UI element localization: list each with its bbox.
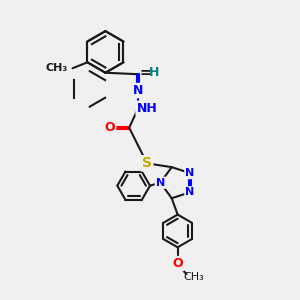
Text: O: O xyxy=(105,121,115,134)
Text: N: N xyxy=(185,187,195,197)
Text: NH: NH xyxy=(137,102,158,115)
Text: CH₃: CH₃ xyxy=(46,63,68,73)
Text: N: N xyxy=(133,84,143,97)
Text: H: H xyxy=(149,66,160,79)
Text: N: N xyxy=(185,168,195,178)
Text: CH₃: CH₃ xyxy=(184,272,204,282)
Text: O: O xyxy=(172,257,183,270)
Text: S: S xyxy=(142,156,152,170)
Text: N: N xyxy=(156,178,165,188)
Text: =: = xyxy=(140,66,152,80)
